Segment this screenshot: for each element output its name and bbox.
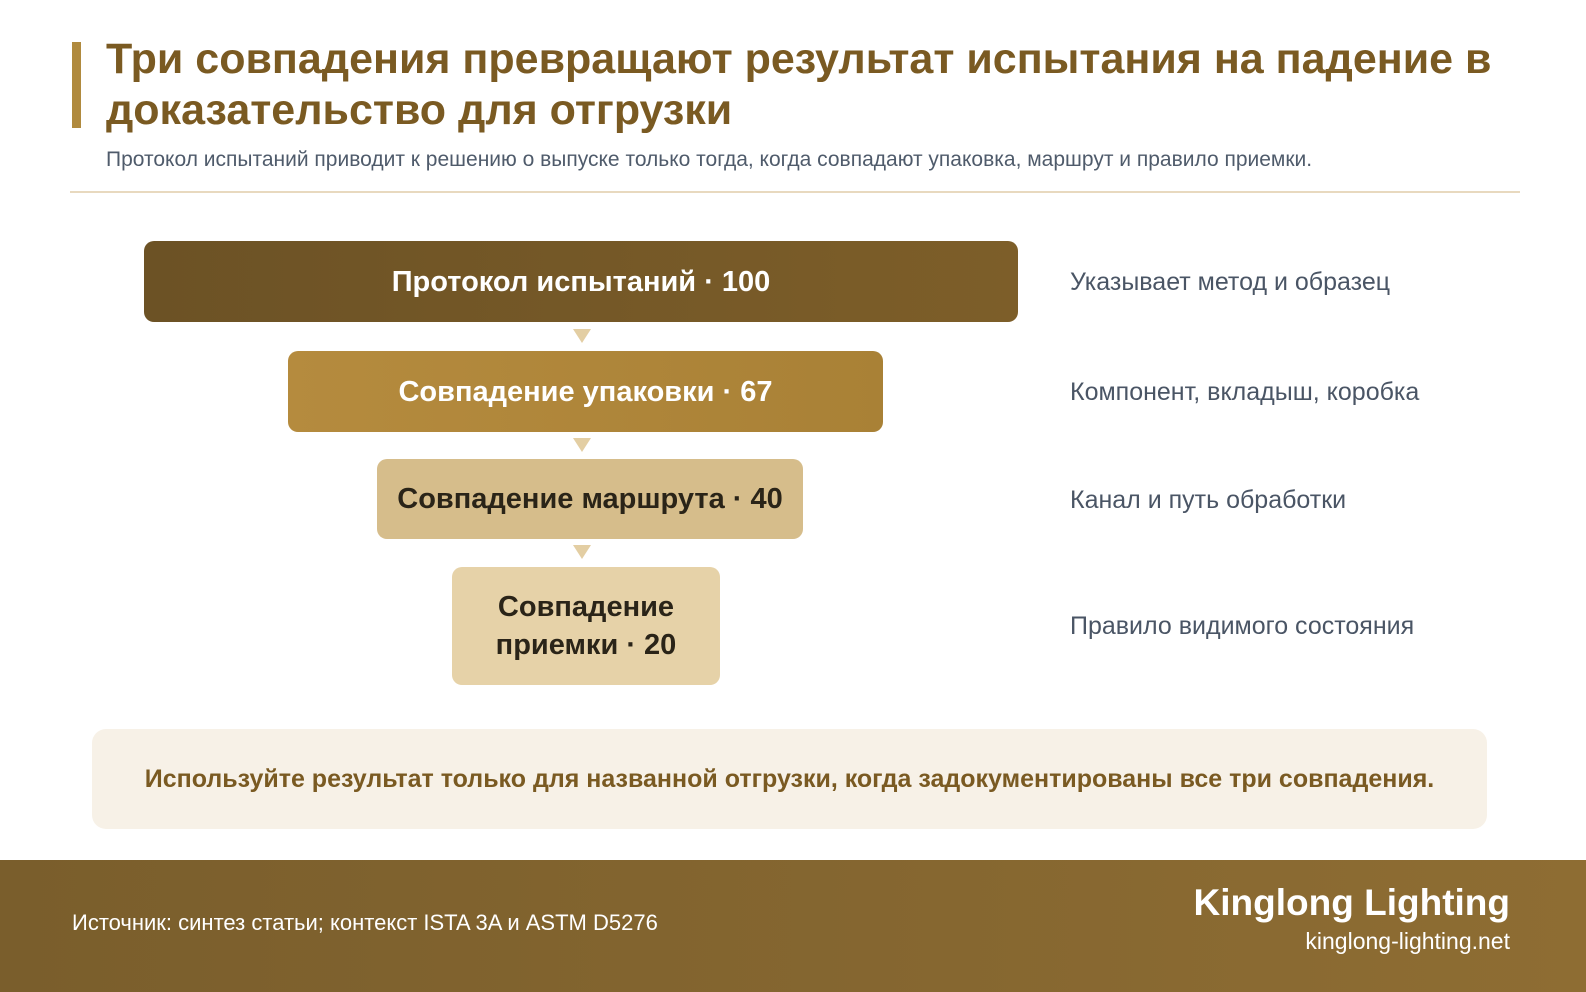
callout-box: Используйте результат только для названн… [92, 729, 1487, 829]
callout-text: Используйте результат только для названн… [144, 764, 1435, 793]
stage-note-acceptance-match: Правило видимого состояния [1070, 612, 1415, 640]
funnel-stage-test-protocol: Протокол испытаний · 100 [144, 241, 1018, 322]
page-title: Три совпадения превращают результат испы… [106, 35, 1492, 134]
brand-url: kinglong-lighting.net [1305, 928, 1510, 954]
brand-name: Kinglong Lighting [1193, 882, 1510, 923]
page-subtitle: Протокол испытаний приводит к решению о … [106, 148, 1313, 171]
stage-note-packaging-match: Компонент, вкладыш, коробка [1070, 378, 1420, 406]
down-arrow-icon [573, 545, 591, 559]
funnel-stage-route-match: Совпадение маршрута · 40 [377, 459, 803, 539]
funnel-stage-acceptance-match: Совпадение приемки · 20 [452, 567, 720, 685]
funnel-stage-packaging-match: Совпадение упаковки · 67 [288, 351, 883, 432]
title-accent-bar [72, 42, 81, 128]
down-arrow-icon [573, 438, 591, 452]
stage-note-test-protocol: Указывает метод и образец [1070, 268, 1391, 296]
stage-note-route-match: Канал и путь обработки [1070, 486, 1347, 514]
footer-band: Источник: синтез статьи; контекст ISTA 3… [0, 860, 1586, 992]
down-arrow-icon [573, 329, 591, 343]
source-note: Источник: синтез статьи; контекст ISTA 3… [72, 910, 658, 935]
header-divider [70, 191, 1520, 193]
